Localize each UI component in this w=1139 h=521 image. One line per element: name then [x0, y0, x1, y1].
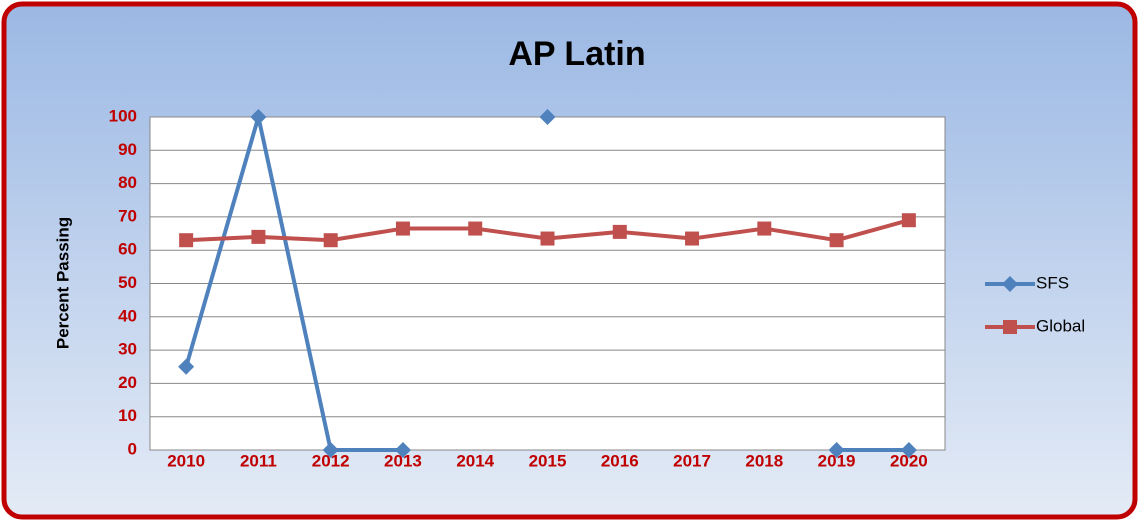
marker — [395, 221, 410, 236]
x-tick-label: 2012 — [312, 451, 350, 470]
x-tick-label: 2011 — [240, 451, 277, 470]
marker — [612, 224, 627, 239]
marker — [757, 221, 772, 236]
y-tick-label: 80 — [118, 173, 137, 192]
marker — [178, 358, 195, 375]
x-tick-label: 2016 — [601, 451, 639, 470]
y-axis-label: Percent Passing — [53, 217, 72, 349]
chart-title: AP Latin — [508, 35, 645, 73]
y-tick-label: 60 — [118, 240, 137, 259]
y-tick-label: 0 — [128, 439, 137, 458]
marker — [540, 231, 555, 246]
x-tick-label: 2015 — [529, 451, 567, 470]
y-tick-label: 40 — [118, 306, 137, 325]
marker — [468, 221, 483, 236]
x-tick-label: 2013 — [384, 451, 422, 470]
y-tick-label: 70 — [118, 206, 137, 225]
marker — [539, 109, 556, 125]
x-tick-label: 2010 — [167, 451, 205, 470]
marker — [250, 109, 267, 125]
legend-label: SFS — [1036, 273, 1069, 292]
marker — [394, 442, 411, 458]
marker — [828, 442, 845, 458]
y-tick-label: 90 — [118, 140, 137, 159]
marker — [829, 233, 844, 248]
y-tick-label: 10 — [118, 406, 137, 425]
legend-marker — [1002, 276, 1018, 292]
marker — [251, 229, 266, 244]
marker — [323, 233, 338, 248]
x-tick-label: 2017 — [673, 451, 711, 470]
y-tick-label: 30 — [118, 340, 137, 359]
x-tick-label: 2018 — [745, 451, 783, 470]
marker — [685, 231, 700, 246]
series-line — [184, 115, 909, 452]
y-tick-label: 20 — [118, 373, 137, 392]
y-tick-label: 50 — [118, 273, 137, 292]
y-tick-label: 100 — [109, 106, 137, 125]
marker — [901, 213, 916, 228]
x-tick-label: 2020 — [890, 451, 928, 470]
legend-label: Global — [1036, 316, 1085, 335]
marker — [900, 442, 917, 458]
marker — [179, 233, 194, 248]
marker — [322, 442, 339, 458]
legend-marker — [1003, 320, 1017, 334]
x-tick-label: 2019 — [818, 451, 856, 470]
x-tick-label: 2014 — [456, 451, 494, 470]
